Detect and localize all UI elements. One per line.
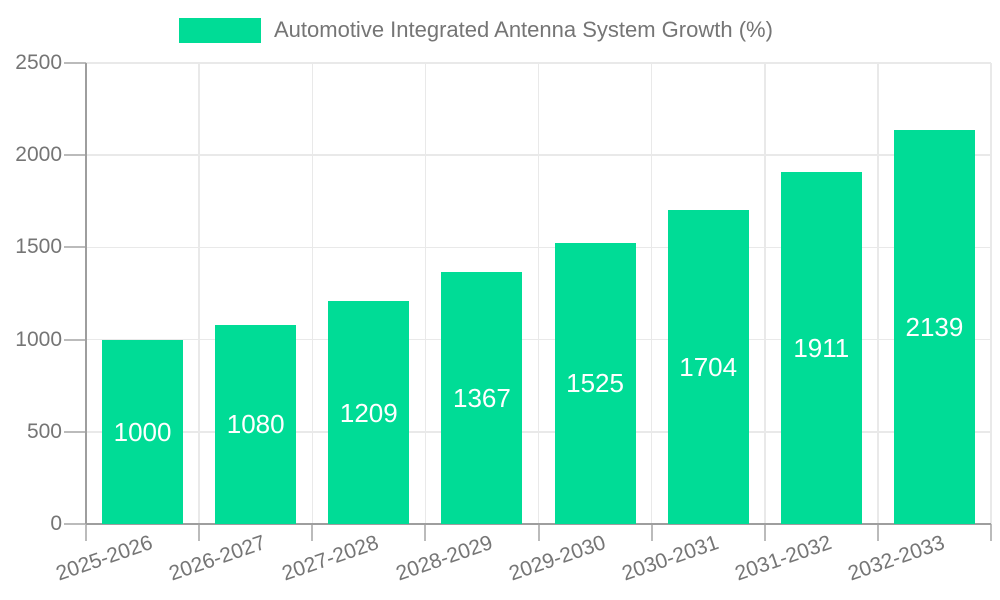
x-grid-line (198, 63, 200, 524)
bar-value-label: 1911 (793, 332, 850, 363)
y-tick (64, 338, 86, 341)
x-grid-line (311, 63, 313, 524)
bar[interactable]: 1367 (441, 271, 523, 524)
x-tick (763, 524, 766, 541)
bar[interactable]: 1704 (667, 209, 749, 524)
x-grid-line (764, 63, 766, 524)
y-tick (64, 430, 86, 433)
y-axis-label: 2000 (15, 143, 62, 167)
bar[interactable]: 2139 (893, 129, 975, 524)
y-axis-label: 2500 (15, 51, 62, 74)
x-axis-label: 2032-2033 (845, 531, 948, 586)
x-axis-line (86, 523, 991, 525)
bar-value-label: 1209 (339, 397, 398, 428)
y-axis-line (85, 63, 87, 524)
y-tick (64, 523, 86, 525)
x-axis-label: 2029-2030 (505, 531, 609, 586)
y-axis-label: 500 (26, 419, 62, 443)
x-tick (876, 524, 879, 541)
x-axis-label: 2027-2028 (279, 531, 382, 586)
x-grid-line (650, 63, 653, 524)
bar-value-label: 1525 (566, 368, 624, 399)
legend-swatch-icon (179, 17, 261, 43)
y-tick (64, 62, 86, 64)
x-axis-label: 2030-2031 (618, 531, 722, 586)
bar-value-label: 2139 (905, 311, 964, 342)
y-axis-label: 0 (50, 512, 62, 535)
bar[interactable]: 1525 (554, 242, 636, 524)
x-axis-label: 2025-2026 (53, 531, 156, 586)
x-tick (537, 524, 540, 541)
legend-item[interactable]: Automotive Integrated Antenna System Gro… (179, 17, 773, 43)
bar-value-label: 1704 (679, 351, 738, 382)
x-grid-line (424, 63, 427, 524)
y-tick (64, 246, 86, 249)
x-tick (424, 524, 427, 541)
x-tick (85, 524, 87, 541)
y-tick (64, 154, 86, 157)
x-axis-label: 2028-2029 (392, 531, 496, 586)
bar[interactable]: 1000 (102, 339, 184, 524)
x-axis-label: 2026-2027 (166, 531, 269, 586)
x-grid-line (877, 63, 879, 524)
x-grid-line (537, 63, 540, 524)
x-tick (990, 524, 992, 541)
bar[interactable]: 1911 (780, 171, 862, 524)
bar[interactable]: 1209 (328, 301, 410, 524)
x-tick (650, 524, 653, 541)
bar-value-label: 1000 (113, 416, 172, 447)
x-axis-label: 2031-2032 (732, 531, 835, 586)
y-axis-label: 1500 (15, 235, 62, 259)
x-grid-line (990, 63, 992, 524)
bar-value-label: 1367 (453, 382, 511, 413)
x-tick (198, 524, 201, 541)
x-tick (311, 524, 314, 541)
legend-label: Automotive Integrated Antenna System Gro… (274, 17, 773, 42)
y-axis-label: 1000 (15, 327, 62, 351)
bar-value-label: 1080 (226, 409, 285, 440)
bar[interactable]: 1080 (215, 324, 297, 524)
